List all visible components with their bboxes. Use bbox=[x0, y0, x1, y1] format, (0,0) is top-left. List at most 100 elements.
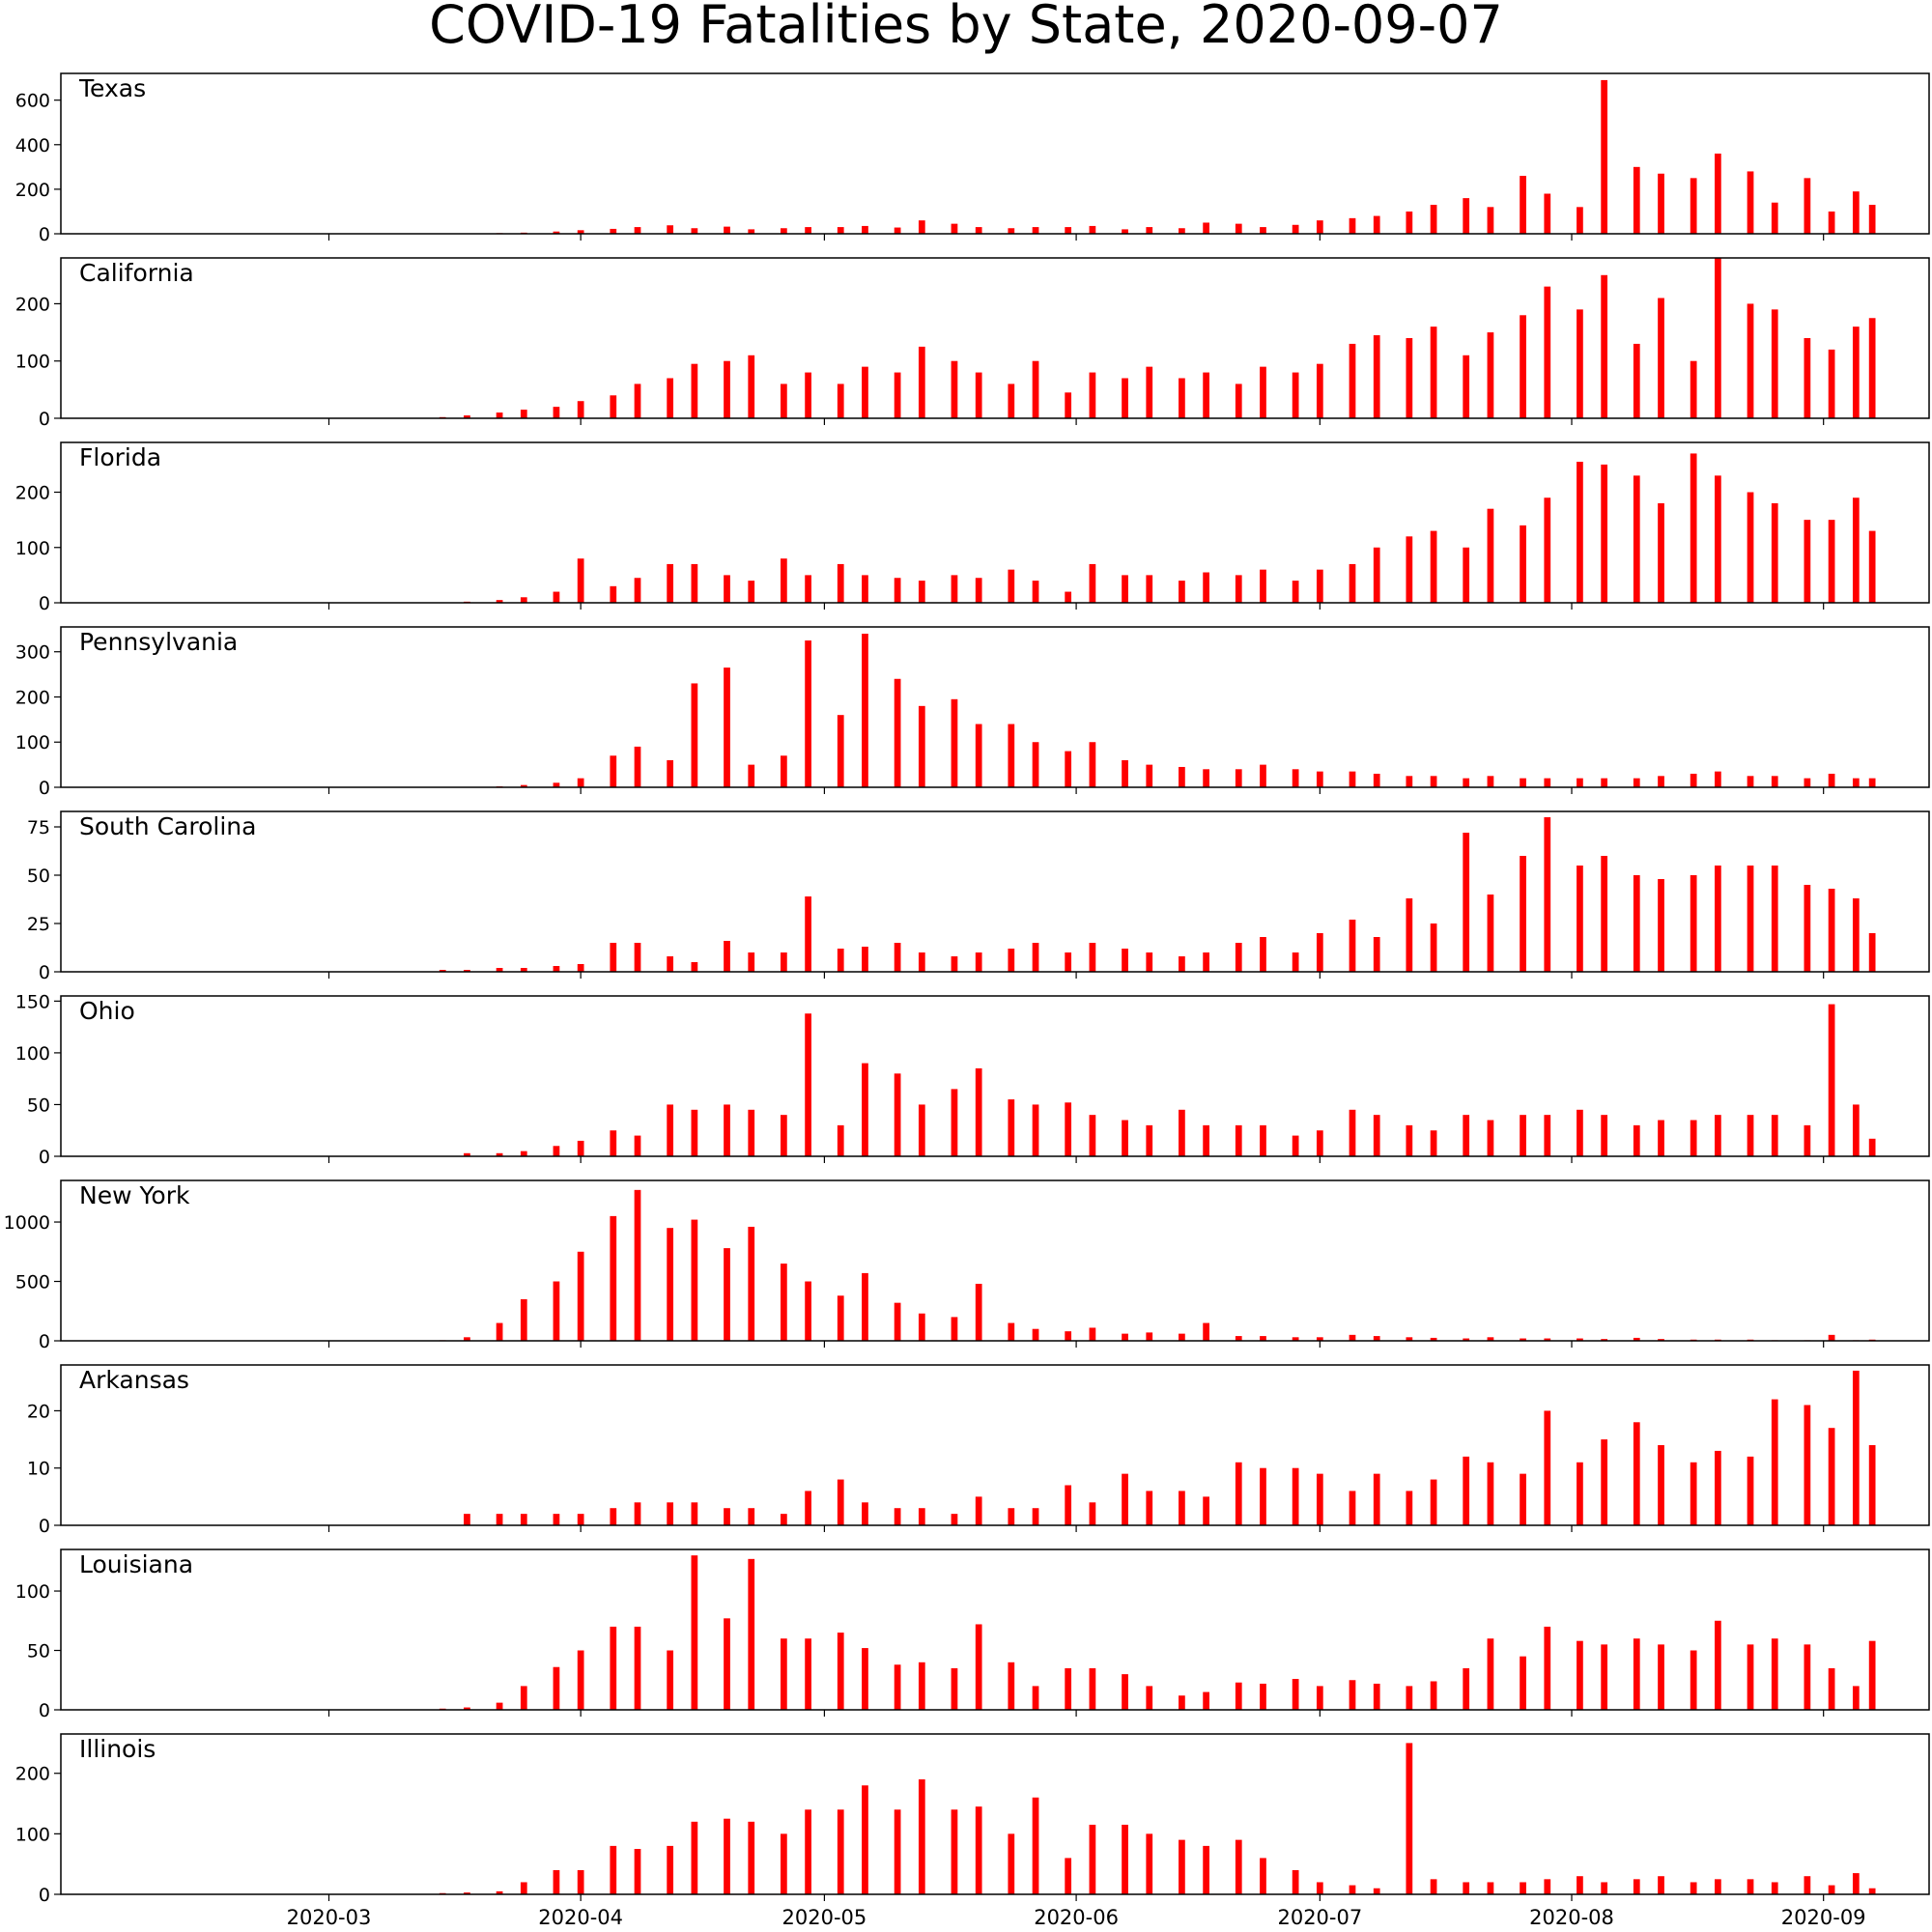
panel-frame bbox=[60, 1733, 1930, 1895]
bar-california bbox=[894, 372, 901, 418]
bar-louisiana bbox=[1146, 1686, 1153, 1710]
y-tick-label: 50 bbox=[27, 1641, 50, 1662]
bar-pennsylvania bbox=[1316, 771, 1323, 787]
bar-florida bbox=[1065, 591, 1072, 603]
bar-arkansas bbox=[951, 1514, 958, 1525]
bar-south-carolina bbox=[1179, 956, 1185, 972]
bar-new-york bbox=[1373, 1336, 1380, 1341]
bar-texas bbox=[1292, 224, 1299, 234]
bar-louisiana bbox=[520, 1686, 527, 1710]
bar-pennsylvania bbox=[577, 778, 584, 787]
y-tick-label: 0 bbox=[39, 1147, 50, 1168]
bar-ohio bbox=[1203, 1124, 1209, 1156]
bar-illinois bbox=[1690, 1882, 1697, 1894]
y-tick-label: 1000 bbox=[4, 1212, 50, 1234]
bar-illinois bbox=[1771, 1882, 1778, 1894]
y-tick-label: 200 bbox=[15, 294, 50, 315]
bar-arkansas bbox=[496, 1514, 503, 1525]
bar-ohio bbox=[1658, 1120, 1664, 1156]
bar-illinois bbox=[951, 1809, 958, 1894]
bar-texas bbox=[724, 226, 730, 234]
y-tick-label: 10 bbox=[27, 1459, 50, 1480]
bar-new-york bbox=[837, 1295, 844, 1341]
bar-south-carolina bbox=[1868, 933, 1876, 972]
bar-california bbox=[1032, 360, 1039, 418]
panel-florida: 0 100 200 Florida bbox=[15, 441, 1930, 614]
bar-pennsylvania bbox=[1430, 776, 1437, 787]
bar-texas bbox=[862, 225, 868, 234]
bar-california bbox=[975, 372, 982, 418]
bar-ohio bbox=[1430, 1130, 1437, 1156]
bar-pennsylvania bbox=[1633, 778, 1640, 787]
bar-texas bbox=[1260, 227, 1266, 234]
bar-florida bbox=[1292, 581, 1299, 603]
bar-louisiana bbox=[951, 1667, 958, 1710]
bar-pennsylvania bbox=[1520, 778, 1526, 787]
bar-pennsylvania bbox=[1828, 773, 1835, 787]
bar-pennsylvania bbox=[691, 683, 698, 787]
bar-new-york bbox=[951, 1317, 958, 1341]
x-tick-label: 2020-06 bbox=[1034, 1906, 1119, 1929]
bar-florida bbox=[1122, 575, 1128, 603]
bar-pennsylvania bbox=[1179, 766, 1185, 787]
bar-texas bbox=[837, 227, 844, 234]
y-tick-label: 200 bbox=[15, 180, 50, 201]
bar-illinois bbox=[1715, 1879, 1721, 1894]
y-tick-label: 0 bbox=[39, 1516, 50, 1537]
bar-california bbox=[553, 407, 560, 418]
bar-ohio bbox=[496, 1152, 503, 1156]
bar-arkansas bbox=[1577, 1462, 1583, 1525]
bar-pennsylvania bbox=[1203, 769, 1209, 787]
bar-south-carolina bbox=[1771, 866, 1778, 972]
bar-arkansas bbox=[837, 1479, 844, 1525]
bar-california bbox=[1122, 378, 1128, 418]
bar-arkansas bbox=[1235, 1462, 1242, 1525]
bar-south-carolina bbox=[1747, 866, 1754, 972]
bar-louisiana bbox=[748, 1558, 755, 1710]
bar-florida bbox=[1146, 575, 1153, 603]
bar-louisiana bbox=[691, 1555, 698, 1710]
bar-new-york bbox=[464, 1337, 470, 1341]
panel-frame bbox=[60, 626, 1930, 788]
bar-california bbox=[1852, 327, 1860, 418]
y-tick-label: 150 bbox=[15, 991, 50, 1012]
bar-california bbox=[691, 363, 698, 418]
bar-pennsylvania bbox=[1373, 773, 1380, 787]
bar-ohio bbox=[577, 1140, 584, 1156]
y-tick-label: 300 bbox=[15, 642, 50, 664]
bar-illinois bbox=[634, 1849, 641, 1894]
bar-florida bbox=[610, 585, 617, 603]
bar-ohio bbox=[634, 1135, 641, 1156]
bar-south-carolina bbox=[1260, 937, 1266, 972]
bar-pennsylvania bbox=[951, 698, 958, 787]
bar-illinois bbox=[464, 1892, 470, 1894]
bar-california bbox=[1089, 372, 1096, 418]
bar-florida bbox=[748, 581, 755, 603]
bar-south-carolina bbox=[610, 943, 617, 972]
bar-california bbox=[1771, 309, 1778, 418]
bar-south-carolina bbox=[1122, 949, 1128, 972]
bar-illinois bbox=[805, 1809, 811, 1894]
bar-arkansas bbox=[610, 1508, 617, 1525]
bar-ohio bbox=[1032, 1104, 1039, 1156]
bar-pennsylvania bbox=[1577, 778, 1583, 787]
chart-title: COVID-19 Fatalities by State, 2020-09-07 bbox=[429, 0, 1503, 55]
panel-new-york: 0 500 1000 New York bbox=[4, 1179, 1930, 1352]
panel-frame bbox=[60, 1364, 1930, 1526]
bar-south-carolina bbox=[496, 968, 503, 972]
bar-new-york bbox=[1179, 1333, 1185, 1341]
bar-louisiana bbox=[1868, 1640, 1876, 1710]
y-tick-label: 200 bbox=[15, 687, 50, 708]
bar-texas bbox=[1146, 227, 1153, 234]
bar-ohio bbox=[1008, 1099, 1015, 1156]
bar-south-carolina bbox=[1690, 875, 1697, 972]
bar-south-carolina bbox=[975, 952, 982, 972]
bar-florida bbox=[1868, 530, 1876, 603]
bar-new-york bbox=[577, 1251, 584, 1341]
bar-ohio bbox=[724, 1104, 730, 1156]
bar-ohio bbox=[918, 1104, 925, 1156]
bar-arkansas bbox=[975, 1496, 982, 1525]
bar-ohio bbox=[1373, 1115, 1380, 1156]
bar-new-york bbox=[667, 1228, 674, 1341]
